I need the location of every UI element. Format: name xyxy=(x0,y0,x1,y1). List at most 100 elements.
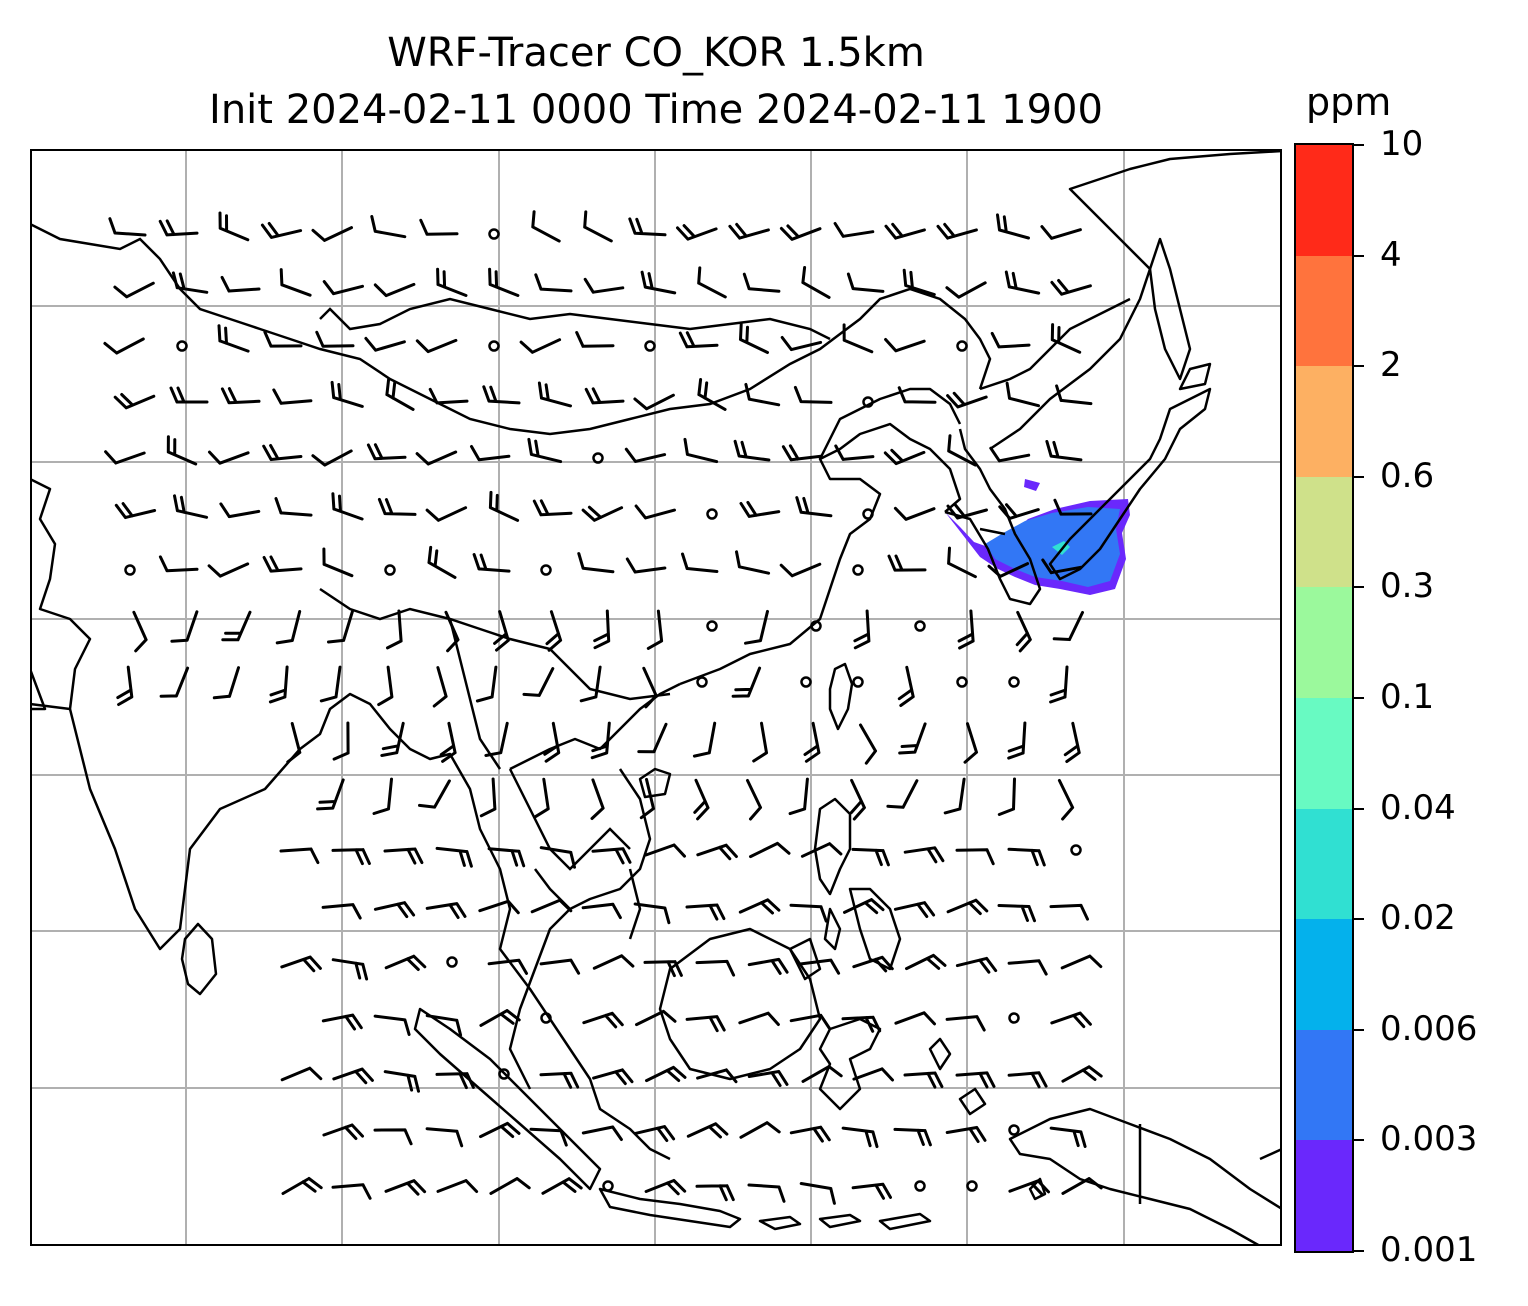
wind-barb xyxy=(793,385,833,404)
wind-barb xyxy=(957,609,975,650)
wind-barb xyxy=(331,848,371,866)
calm-wind-circle xyxy=(862,508,874,520)
wind-barb xyxy=(833,222,875,238)
wind-barb xyxy=(581,1125,623,1141)
wind-barb xyxy=(487,958,528,975)
wind-barb xyxy=(1008,1179,1050,1196)
map-canvas xyxy=(30,149,1282,1246)
wind-barb xyxy=(841,1126,879,1149)
wind-barb xyxy=(425,902,467,919)
wind-barb xyxy=(373,282,416,298)
colorbar-tick xyxy=(1354,144,1364,146)
calm-wind-circle xyxy=(956,340,968,352)
wind-barb xyxy=(996,213,1030,240)
wind-barb xyxy=(1063,721,1081,763)
wind-barb xyxy=(475,665,498,703)
wind-barb xyxy=(676,224,718,241)
wind-barb xyxy=(488,490,520,522)
wind-barb xyxy=(903,1071,944,1089)
plume-layer-small xyxy=(1024,479,1040,491)
wind-barb xyxy=(373,1128,413,1146)
wind-barb xyxy=(624,447,667,463)
wind-barb xyxy=(280,1066,323,1082)
wind-barb xyxy=(946,502,988,520)
map-panel[interactable] xyxy=(30,149,1282,1246)
wind-barb xyxy=(936,222,978,240)
wind-barb xyxy=(331,958,369,981)
colorbar-tick-label: 0.04 xyxy=(1380,787,1456,828)
wind-barb xyxy=(947,546,977,579)
colorbar-tick xyxy=(1354,697,1364,699)
wind-barb xyxy=(846,272,885,293)
wind-barb xyxy=(842,323,874,354)
wind-barb xyxy=(432,666,448,708)
wind-barb xyxy=(886,779,919,809)
wind-barb xyxy=(696,1068,738,1084)
wind-barb xyxy=(425,1127,464,1148)
map-title-line2: Init 2024-02-11 0000 Time 2024-02-11 190… xyxy=(209,87,1103,133)
colorbar-tick-label: 0.02 xyxy=(1380,898,1456,939)
colorbar-tick xyxy=(1354,586,1364,589)
calm-wind-circle xyxy=(540,1012,552,1024)
wind-barb xyxy=(373,901,416,919)
wind-barb xyxy=(683,437,719,464)
calm-wind-circle xyxy=(384,564,396,576)
wind-barb xyxy=(644,843,686,858)
wind-barb xyxy=(415,450,458,466)
wind-barb xyxy=(1045,440,1083,462)
wind-barb xyxy=(1007,721,1027,760)
wind-barb xyxy=(319,665,342,703)
wind-barb xyxy=(435,1072,475,1090)
wind-barb xyxy=(591,847,632,865)
wind-barb xyxy=(268,665,289,704)
wind-barb xyxy=(697,378,727,411)
wind-barb xyxy=(789,903,828,923)
wind-barb xyxy=(332,721,350,761)
wind-barb xyxy=(642,666,658,709)
wind-barb xyxy=(779,224,822,241)
colorbar-tick xyxy=(1354,1028,1364,1031)
wind-barb xyxy=(489,1177,531,1195)
calm-wind-circles xyxy=(124,228,1082,1192)
wind-barb xyxy=(275,610,302,645)
calm-wind-circle xyxy=(644,340,656,352)
wind-barb xyxy=(377,497,417,516)
wind-barb xyxy=(799,1182,836,1205)
wind-barb xyxy=(731,666,762,698)
wind-barb xyxy=(207,562,250,578)
colorbar-tick-label: 4 xyxy=(1380,234,1402,275)
calm-wind-circle xyxy=(914,620,926,632)
wind-barb xyxy=(1061,1065,1103,1083)
colorbar-tick xyxy=(1354,807,1364,810)
colorbar-tick xyxy=(1354,475,1364,478)
wind-barb xyxy=(742,272,781,293)
wind-barb xyxy=(955,956,998,974)
wind-barb xyxy=(104,450,146,465)
colorbar xyxy=(1294,143,1354,1253)
wind-barb xyxy=(695,959,736,977)
wind-barb xyxy=(478,899,520,915)
wind-barb xyxy=(739,500,781,518)
wind-barb xyxy=(1049,903,1089,921)
wind-barb xyxy=(590,778,605,820)
wind-barb xyxy=(418,779,451,809)
calm-wind-circle xyxy=(602,1180,614,1192)
wind-barb xyxy=(963,722,978,764)
wind-barb xyxy=(364,336,406,352)
calm-wind-circle xyxy=(498,1068,510,1080)
wind-barb xyxy=(539,1071,580,1089)
wind-barb xyxy=(220,387,261,405)
wind-barb xyxy=(116,665,134,706)
wind-barb xyxy=(435,846,473,868)
wind-barb xyxy=(208,450,250,465)
wind-barb xyxy=(584,387,625,405)
wind-barb xyxy=(331,1183,372,1200)
wind-barb xyxy=(274,497,313,517)
wind-barb xyxy=(1004,270,1041,295)
wind-barb xyxy=(330,380,364,408)
colorbar-tick-label: 0.6 xyxy=(1380,455,1435,496)
colorbar-tick xyxy=(1354,1250,1364,1252)
wind-barb xyxy=(695,1184,735,1202)
wind-barb xyxy=(484,721,509,757)
wind-barb xyxy=(945,1126,987,1143)
